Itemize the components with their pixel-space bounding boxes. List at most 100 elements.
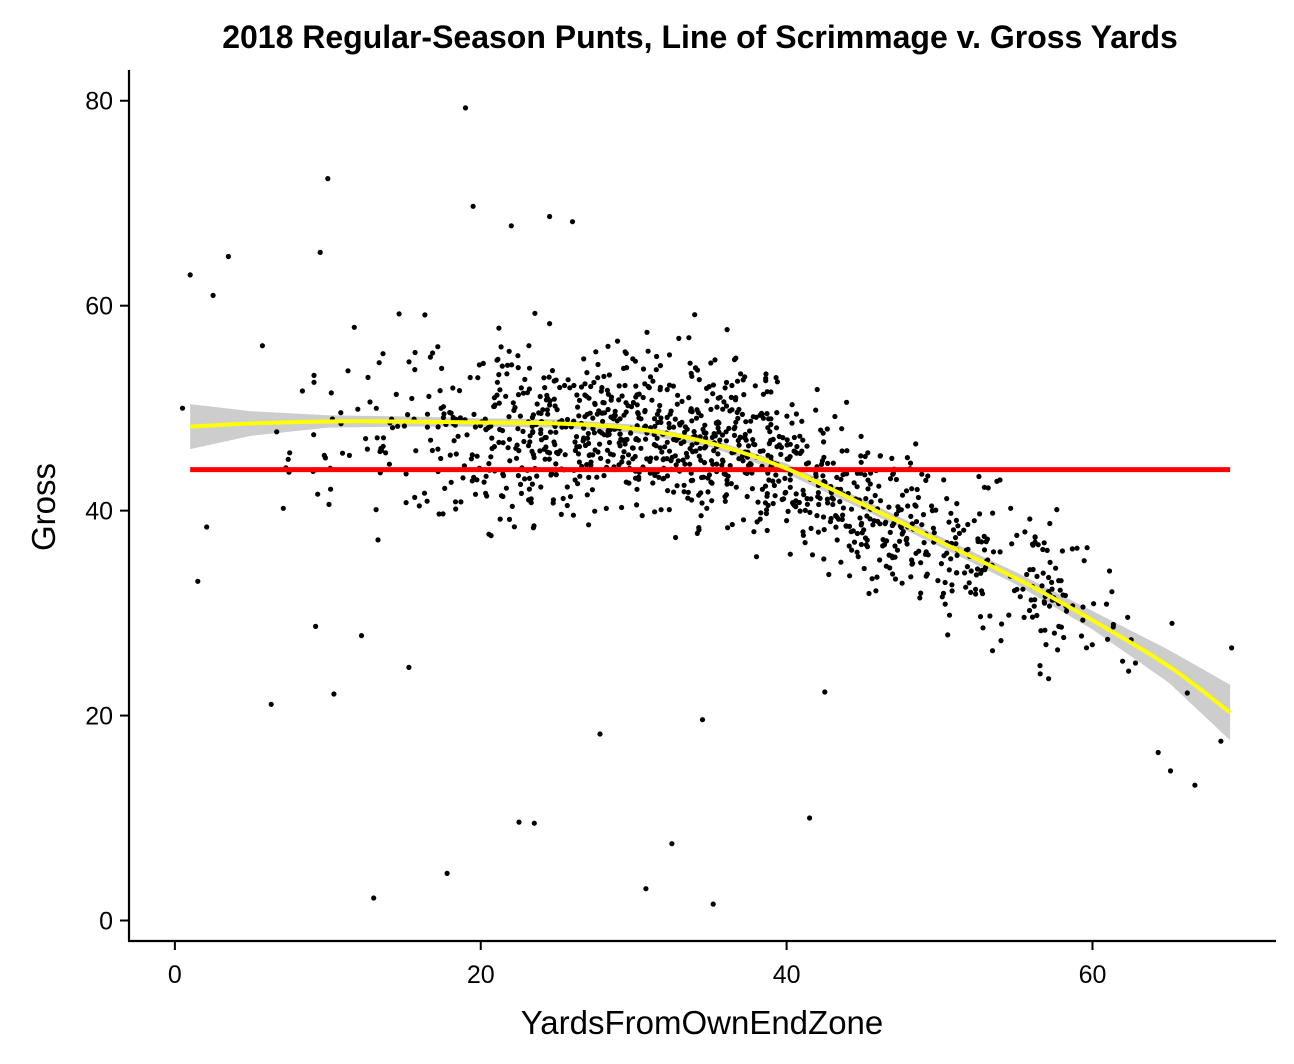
data-point xyxy=(516,819,522,825)
data-point xyxy=(877,521,883,527)
data-point xyxy=(842,471,848,477)
data-point xyxy=(704,505,710,511)
data-point xyxy=(710,901,716,907)
data-point xyxy=(365,374,371,380)
data-point xyxy=(562,382,568,389)
data-point xyxy=(511,407,517,413)
data-point xyxy=(1074,545,1080,551)
data-point xyxy=(758,510,764,516)
data-point xyxy=(483,426,489,432)
data-point xyxy=(585,435,591,441)
data-point xyxy=(1008,505,1014,511)
data-point xyxy=(1022,529,1028,535)
data-point xyxy=(724,481,730,487)
data-point xyxy=(887,476,894,482)
data-point xyxy=(670,383,677,389)
data-point xyxy=(821,527,827,533)
data-point xyxy=(654,435,660,441)
data-point xyxy=(694,407,700,413)
data-point xyxy=(355,406,361,412)
data-point xyxy=(899,580,905,586)
data-point xyxy=(789,420,795,426)
data-point xyxy=(636,391,642,397)
data-point xyxy=(809,552,816,558)
data-point xyxy=(458,499,464,505)
data-point xyxy=(698,413,704,419)
data-point xyxy=(594,474,600,480)
data-point xyxy=(833,513,839,519)
data-point xyxy=(710,382,717,388)
data-point xyxy=(657,387,663,393)
data-point xyxy=(913,441,919,447)
data-point xyxy=(987,613,993,619)
data-point xyxy=(712,357,718,363)
data-point xyxy=(768,421,774,428)
data-point xyxy=(784,437,790,443)
data-point xyxy=(766,477,772,483)
data-point xyxy=(858,433,864,439)
data-point xyxy=(551,378,557,384)
data-point xyxy=(929,508,936,514)
data-point xyxy=(582,381,588,387)
data-point xyxy=(628,430,634,436)
data-point xyxy=(632,475,639,481)
data-point xyxy=(723,379,730,386)
data-point xyxy=(892,543,898,549)
data-point xyxy=(709,498,715,504)
data-point xyxy=(953,570,960,576)
data-point xyxy=(919,522,925,528)
x-tick-label: 60 xyxy=(1079,961,1107,989)
data-point xyxy=(1059,548,1065,554)
data-point xyxy=(892,554,898,560)
data-point xyxy=(719,457,726,463)
data-point xyxy=(652,509,658,515)
data-point xyxy=(656,474,662,480)
data-point xyxy=(679,419,685,425)
data-point xyxy=(614,338,621,344)
data-point xyxy=(604,447,611,453)
data-point xyxy=(765,502,771,508)
data-point xyxy=(672,453,678,459)
data-point xyxy=(994,478,1000,484)
data-point xyxy=(884,538,890,544)
data-point xyxy=(844,448,850,454)
data-points xyxy=(179,105,1235,907)
data-point xyxy=(567,494,574,500)
data-point xyxy=(894,547,901,553)
data-point xyxy=(666,420,672,427)
data-point xyxy=(977,614,984,620)
data-point xyxy=(724,477,730,483)
data-point xyxy=(606,439,613,446)
data-point xyxy=(462,105,469,111)
data-point xyxy=(899,531,905,537)
data-point xyxy=(1009,541,1015,547)
data-point xyxy=(374,435,380,441)
data-point xyxy=(764,527,770,534)
data-point xyxy=(701,445,708,451)
data-point xyxy=(985,485,991,491)
data-point xyxy=(437,388,443,394)
data-point xyxy=(606,372,613,378)
data-point xyxy=(1083,645,1090,651)
data-point xyxy=(865,450,871,456)
data-point xyxy=(621,365,627,371)
data-point xyxy=(864,544,871,550)
data-point xyxy=(405,412,411,418)
data-point xyxy=(978,570,984,576)
data-point xyxy=(715,425,721,431)
data-point xyxy=(635,410,641,416)
data-point xyxy=(553,472,559,478)
data-point xyxy=(735,415,741,421)
data-point xyxy=(910,560,916,566)
data-point xyxy=(720,406,726,412)
smooth-line-layer xyxy=(190,419,1232,715)
data-point xyxy=(623,409,629,415)
data-point xyxy=(593,349,599,355)
data-point xyxy=(774,379,781,385)
data-point xyxy=(511,524,517,530)
data-point xyxy=(457,415,463,421)
data-point xyxy=(453,506,459,512)
data-point xyxy=(601,373,607,379)
data-point xyxy=(725,525,731,531)
data-point xyxy=(839,448,845,454)
